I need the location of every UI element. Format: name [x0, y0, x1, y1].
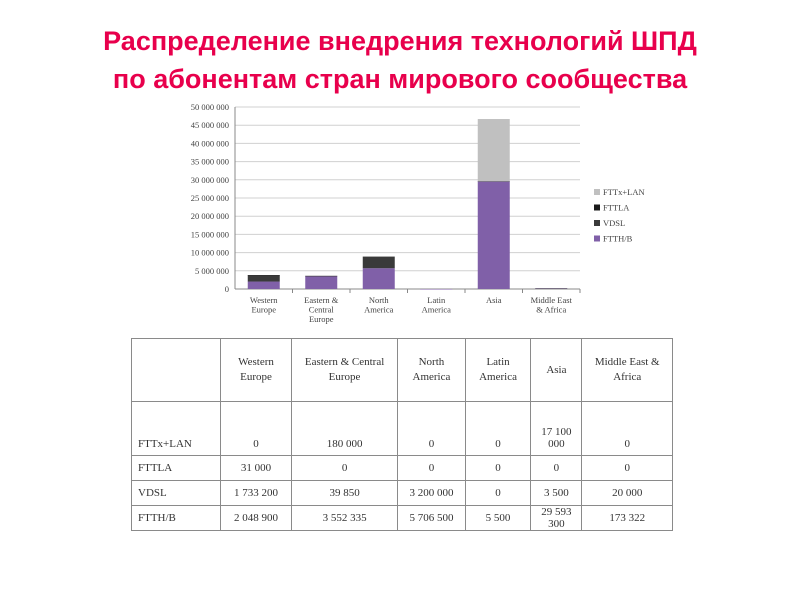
data-table: Western Europe Eastern & Central Europe No…: [131, 338, 673, 531]
bar-segment: [477, 119, 510, 182]
table-row: FTTx+LAN 0 180 000 0 0 17 100 000 0: [131, 401, 673, 456]
table-header-cell: Asia: [530, 338, 583, 402]
table-row-label: FTTx+LAN: [131, 401, 221, 456]
y-tick-label: 0: [225, 284, 229, 294]
y-tick-label: 30 000 000: [191, 175, 229, 185]
table-cell: 31 000: [220, 455, 292, 481]
bar-segment: [477, 181, 510, 289]
table-cell: 29 593 300: [530, 505, 583, 531]
slide-title: Распределение внедрения технологий ШПД п…: [0, 22, 800, 98]
legend-label: FTTLA: [603, 203, 630, 213]
table-header-cell: Middle East & Africa: [581, 338, 673, 402]
table-cell: 0: [464, 401, 532, 456]
bar-segment: [362, 256, 395, 269]
table-cell: 0: [464, 455, 532, 481]
y-tick-label: 40 000 000: [191, 138, 229, 148]
table-cell: 3 500: [530, 480, 583, 506]
y-tick-label: 5 000 000: [195, 266, 229, 276]
table-row: FTTH/B 2 048 900 3 552 335 5 706 500 5 500 29…: [131, 505, 673, 531]
title-line-2: по абонентам стран мирового сообщества: [112, 64, 688, 94]
x-tick-label: North America: [364, 295, 393, 315]
y-tick-label: 15 000 000: [191, 229, 229, 239]
x-tick-label: Asia: [486, 295, 502, 305]
table-cell: 0: [397, 401, 466, 456]
table-cell: 5 706 500: [397, 505, 466, 531]
legend-label: FTTx+LAN: [603, 187, 645, 197]
table-cell: 2 048 900: [220, 505, 292, 531]
table-cell: 0: [581, 455, 673, 481]
table-header-row: Western Europe Eastern & Central Europe No…: [131, 338, 673, 402]
y-tick-label: 25 000 000: [191, 193, 229, 203]
table-row-label: VDSL: [131, 480, 221, 506]
y-tick-label: 50 000 000: [191, 102, 229, 112]
table-cell: 173 322: [581, 505, 673, 531]
table-cell: 20 000: [581, 480, 673, 506]
table-row-label: FTTH/B: [131, 505, 221, 531]
y-tick-label: 35 000 000: [191, 157, 229, 167]
table-header-cell: Eastern & Central Europe: [290, 338, 399, 402]
legend-label: FTTH/B: [603, 234, 633, 244]
bar-segment: [305, 276, 338, 289]
table-cell: 180 000: [290, 401, 399, 456]
table-header-cell: [131, 338, 221, 402]
table-cell: 17 100 000: [530, 401, 583, 456]
table-cell: 5 500: [464, 505, 532, 531]
table-cell: 0: [397, 455, 466, 481]
bar-segment: [247, 281, 280, 289]
table-cell: 0: [220, 401, 292, 456]
table-cell: 0: [530, 455, 583, 481]
legend-swatch: [594, 204, 600, 211]
x-tick-label: Western Europe: [250, 295, 278, 315]
stacked-bar-chart: 0 5 000 000 10 000 000 15 000 000 20 000 000…: [191, 102, 645, 324]
x-tick-label: Latin America: [422, 295, 451, 315]
table-row: VDSL 1 733 200 39 850 3 200 000 0 3 500 20 000: [131, 480, 673, 506]
y-tick-label: 10 000 000: [191, 248, 229, 258]
y-tick-label: 45 000 000: [191, 120, 229, 130]
legend-label: VDSL: [603, 218, 625, 228]
title-line-1: Распределение внедрения технологий ШПД: [103, 26, 697, 56]
table-row: FTTLA 31 000 0 0 0 0 0: [131, 455, 673, 481]
bar-segment: [477, 181, 510, 182]
bar-segment: [247, 275, 280, 282]
bar-segment: [535, 288, 568, 289]
x-tick-label: Eastern & Central Europe: [304, 295, 339, 324]
bar-segment: [362, 268, 395, 289]
table-header-cell: North America: [397, 338, 466, 402]
legend-swatch: [594, 235, 600, 242]
y-tick-label: 20 000 000: [191, 211, 229, 221]
table-cell: 1 733 200: [220, 480, 292, 506]
legend-swatch: [594, 189, 600, 195]
table-cell: 0: [290, 455, 399, 481]
table-cell: 3 552 335: [290, 505, 399, 531]
bar-segment: [305, 275, 338, 276]
legend-swatch: [594, 220, 600, 226]
bar-segment: [420, 288, 453, 290]
table-cell: 0: [581, 401, 673, 456]
table-header-cell: Western Europe: [220, 338, 292, 402]
x-tick-label: Middle East & Africa: [531, 295, 573, 315]
table-body: FTTx+LAN 0 180 000 0 0 17 100 000 0 FTTLA 31 000…: [131, 401, 673, 531]
table-header-cell: Latin America: [464, 338, 532, 402]
table-cell: 39 850: [290, 480, 399, 506]
table-row-label: FTTLA: [131, 455, 221, 481]
table-cell: 3 200 000: [397, 480, 466, 506]
bar-segment: [305, 275, 338, 277]
table-cell: 0: [464, 480, 532, 506]
bar-segment: [247, 275, 280, 276]
